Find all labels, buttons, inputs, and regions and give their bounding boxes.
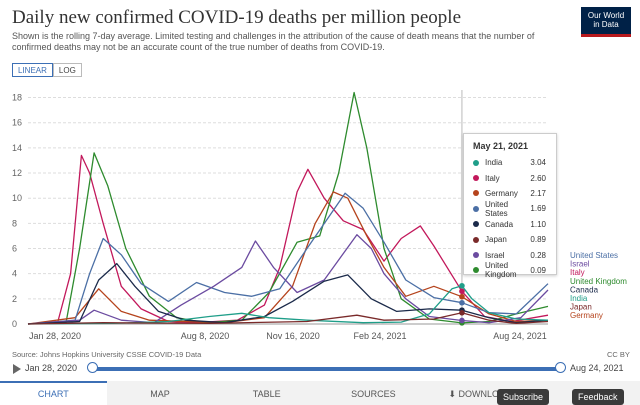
y-tick-label: 16 xyxy=(12,118,22,128)
logo-line1: Our World xyxy=(587,11,625,20)
series-end-label: Israel xyxy=(570,260,590,269)
tooltip-row: Japan 0.89 xyxy=(464,232,556,247)
hover-dot xyxy=(459,293,465,300)
tooltip-series-name: Japan xyxy=(485,235,507,245)
series-end-label: India xyxy=(570,294,588,303)
series-color-dot xyxy=(473,159,479,166)
series-line-united-states xyxy=(27,192,549,325)
tooltip-series-value: 0.89 xyxy=(530,235,546,245)
series-color-dot xyxy=(473,267,479,274)
hover-dot xyxy=(459,310,465,316)
tooltip-series-value: 0.28 xyxy=(530,250,546,260)
tooltip-series-name: United States xyxy=(485,199,509,218)
series-line-united-kingdom xyxy=(27,91,549,325)
linear-scale-button[interactable]: LINEAR xyxy=(12,63,53,77)
tooltip-row: United States 1.69 xyxy=(464,199,556,218)
tooltip-series-value: 2.17 xyxy=(530,188,546,198)
series-color-dot xyxy=(473,190,479,197)
tooltip-date: May 21, 2021 xyxy=(473,141,529,151)
tab-chart[interactable]: CHART xyxy=(0,381,107,405)
feedback-button[interactable]: Feedback xyxy=(572,389,624,405)
tooltip-series-name: Germany xyxy=(485,188,518,198)
x-tick-label: Feb 24, 2021 xyxy=(353,331,406,341)
play-icon[interactable] xyxy=(13,364,21,374)
hover-dot xyxy=(459,299,465,306)
y-tick-label: 10 xyxy=(12,193,22,203)
hover-dot xyxy=(459,288,465,295)
y-tick-label: 0 xyxy=(12,319,17,329)
series-line-japan xyxy=(27,312,549,325)
y-tick-label: 14 xyxy=(12,143,22,153)
tooltip-series-value: 2.60 xyxy=(530,173,546,183)
y-tick-label: 6 xyxy=(12,244,17,254)
y-tick-label: 18 xyxy=(12,93,22,103)
logo-bar xyxy=(581,34,631,37)
y-tick-label: 8 xyxy=(12,218,17,228)
y-tick-label: 12 xyxy=(12,168,22,178)
x-tick-label: Jan 28, 2020 xyxy=(29,331,81,341)
tooltip-row: India 3.04 xyxy=(464,155,556,170)
tab-map[interactable]: MAP xyxy=(150,389,170,399)
logo-line2: in Data xyxy=(593,20,619,29)
tab-table[interactable]: TABLE xyxy=(252,389,281,399)
series-end-label: Japan xyxy=(570,303,592,312)
license-label: CC BY xyxy=(607,350,630,359)
timeline-start-label: Jan 28, 2020 xyxy=(25,363,78,373)
hover-tooltip: May 21, 2021 India 3.04 Italy 2.60 Germany 2.… xyxy=(463,133,557,280)
chart-subtitle: Shown is the rolling 7-day average. Limi… xyxy=(12,31,535,52)
timeline-bar: Jan 28, 2020 Aug 24, 2021 xyxy=(0,361,640,377)
tooltip-series-value: 3.04 xyxy=(530,158,546,168)
source-note: Source: Johns Hopkins University CSSE CO… xyxy=(12,350,202,359)
timeline-start-handle[interactable] xyxy=(87,362,98,373)
timeline-track[interactable] xyxy=(92,367,560,371)
hover-dot xyxy=(459,282,465,289)
series-color-dot xyxy=(473,175,479,182)
series-end-label: United States xyxy=(570,251,618,260)
tooltip-series-value: 1.10 xyxy=(530,219,546,229)
hover-dot xyxy=(459,317,465,324)
tooltip-series-name: United Kingdom xyxy=(485,261,517,280)
tooltip-row: Israel 0.28 xyxy=(464,247,556,262)
series-color-dot xyxy=(473,252,479,259)
tooltip-series-value: 1.69 xyxy=(530,204,546,214)
series-color-dot xyxy=(473,236,479,243)
owid-logo[interactable]: Our World in Data xyxy=(581,7,631,37)
series-end-label: Germany xyxy=(570,311,603,320)
tab-download[interactable]: ⬇ DOWNLOAD xyxy=(448,389,512,399)
x-tick-label: Aug 24, 2021 xyxy=(493,331,547,341)
series-color-dot xyxy=(473,221,479,228)
y-tick-label: 4 xyxy=(12,269,17,279)
tooltip-series-name: Canada xyxy=(485,219,514,229)
tab-sources[interactable]: SOURCES xyxy=(351,389,396,399)
tooltip-row: Germany 2.17 xyxy=(464,186,556,201)
tooltip-rows: India 3.04 Italy 2.60 Germany 2.17 United Stat… xyxy=(464,155,556,280)
tooltip-series-name: Italy xyxy=(485,173,500,183)
timeline-end-handle[interactable] xyxy=(555,362,566,373)
subscribe-button[interactable]: Subscribe xyxy=(497,389,550,405)
series-end-label: United Kingdom xyxy=(570,277,627,286)
series-color-dot xyxy=(473,205,479,212)
tooltip-row: Canada 1.10 xyxy=(464,217,556,232)
log-scale-button[interactable]: LOG xyxy=(52,63,82,77)
tooltip-series-name: India xyxy=(485,158,503,168)
series-line-italy xyxy=(27,154,549,325)
x-tick-label: Nov 16, 2020 xyxy=(266,331,320,341)
chart-title: Daily new confirmed COVID-19 deaths per … xyxy=(12,7,462,28)
tooltip-row: Italy 2.60 xyxy=(464,170,556,185)
tooltip-row: United Kingdom 0.09 xyxy=(464,261,556,280)
scale-toggle: LINEAR LOG xyxy=(12,63,82,77)
tooltip-series-name: Israel xyxy=(485,250,505,260)
line-chart[interactable]: 0 2 4 6 8 10 12 14 16 18 Jan 28, 2020 Aug 8, 2020 No… xyxy=(0,80,640,348)
tooltip-series-value: 0.09 xyxy=(530,265,546,275)
timeline-end-label: Aug 24, 2021 xyxy=(570,363,624,373)
y-tick-label: 2 xyxy=(12,294,17,304)
series-end-label: Canada xyxy=(570,285,599,294)
x-tick-label: Aug 8, 2020 xyxy=(181,331,230,341)
series-line-india xyxy=(27,285,549,325)
series-end-label: Italy xyxy=(570,268,585,277)
series-line-israel xyxy=(27,234,549,325)
